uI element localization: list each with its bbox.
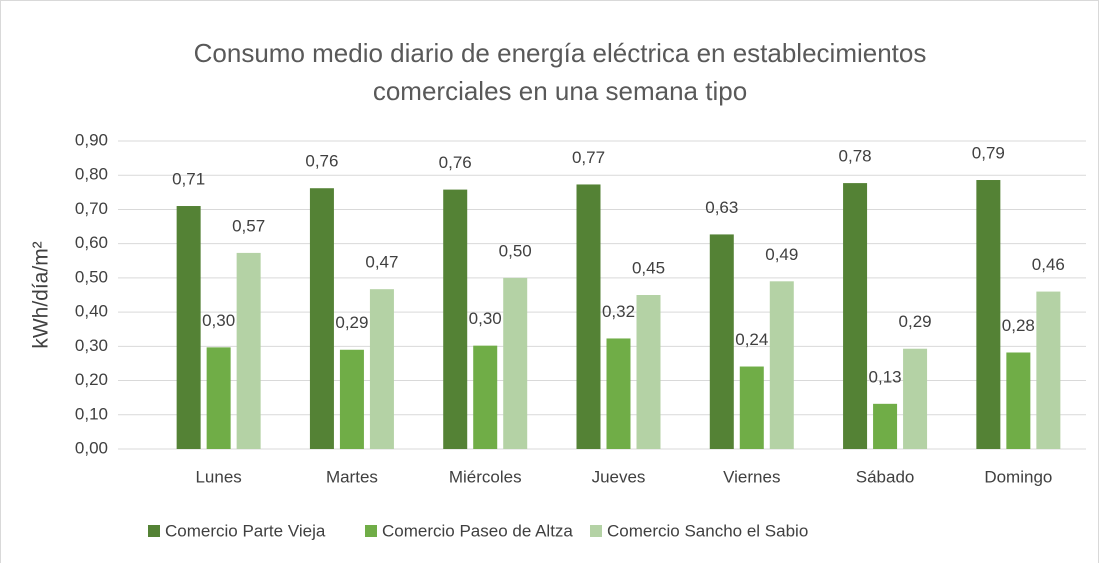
data-label: 0,79: [972, 143, 1005, 162]
x-tick-label: Domingo: [984, 467, 1052, 486]
y-tick-label: 0,90: [75, 130, 108, 149]
x-tick-label: Sábado: [856, 467, 915, 486]
bar: [636, 295, 661, 449]
data-label: 0,45: [632, 258, 665, 277]
bar: [236, 252, 261, 449]
data-label: 0,76: [305, 152, 338, 171]
chart-title: Consumo medio diario de energía eléctric…: [193, 38, 927, 106]
bar: [873, 403, 898, 449]
y-tick-label: 0,70: [75, 199, 108, 218]
data-label: 0,29: [335, 313, 368, 332]
bar: [843, 183, 868, 450]
legend-swatch: [590, 525, 602, 537]
bar: [739, 366, 764, 449]
y-tick-label: 0,60: [75, 233, 108, 252]
data-label: 0,49: [765, 245, 798, 264]
data-label: 0,28: [1002, 316, 1035, 335]
legend-swatch: [365, 525, 377, 537]
legend-label: Comercio Parte Vieja: [165, 521, 326, 540]
bar: [339, 349, 364, 449]
bar: [369, 289, 394, 449]
y-axis-label: kWh/día/m²: [30, 241, 53, 348]
x-tick-label: Jueves: [592, 467, 646, 486]
y-tick-label: 0,50: [75, 267, 108, 286]
data-label: 0,30: [202, 311, 235, 330]
y-tick-label: 0,40: [75, 302, 108, 321]
data-label: 0,46: [1032, 255, 1065, 274]
legend-label: Comercio Paseo de Altza: [382, 521, 573, 540]
data-label: 0,50: [499, 241, 532, 260]
data-label: 0,71: [172, 170, 205, 189]
data-label: 0,77: [572, 148, 605, 167]
data-label: 0,78: [839, 147, 872, 166]
x-tick-label: Lunes: [195, 467, 241, 486]
legend-label: Comercio Sancho el Sabio: [607, 521, 808, 540]
bar: [769, 281, 794, 449]
y-tick-label: 0,10: [75, 404, 108, 423]
x-tick-label: Martes: [326, 467, 378, 486]
legend-swatch: [148, 525, 160, 537]
x-tick-label: Miércoles: [449, 467, 522, 486]
data-label: 0,32: [602, 302, 635, 321]
bar: [1006, 352, 1031, 449]
bar: [1036, 291, 1061, 449]
y-tick-label: 0,80: [75, 165, 108, 184]
bar: [503, 277, 528, 449]
bar: [206, 347, 231, 449]
data-label: 0,47: [365, 253, 398, 272]
bar: [176, 206, 201, 449]
data-label: 0,76: [439, 153, 472, 172]
bar: [903, 348, 928, 449]
y-tick-label: 0,20: [75, 370, 108, 389]
bar: [709, 234, 734, 449]
x-tick-label: Viernes: [723, 467, 780, 486]
data-label: 0,29: [899, 312, 932, 331]
bar: [309, 188, 334, 449]
bar: [443, 189, 468, 449]
data-label: 0,57: [232, 216, 265, 235]
data-label: 0,30: [469, 309, 502, 328]
data-label: 0,63: [705, 198, 738, 217]
bar: [473, 345, 498, 449]
bar: [606, 338, 631, 449]
bar: [576, 184, 601, 449]
bar: [976, 180, 1001, 449]
data-label: 0,24: [735, 330, 768, 349]
data-label: 0,13: [869, 367, 902, 386]
y-tick-label: 0,30: [75, 336, 108, 355]
y-tick-label: 0,00: [75, 438, 108, 457]
